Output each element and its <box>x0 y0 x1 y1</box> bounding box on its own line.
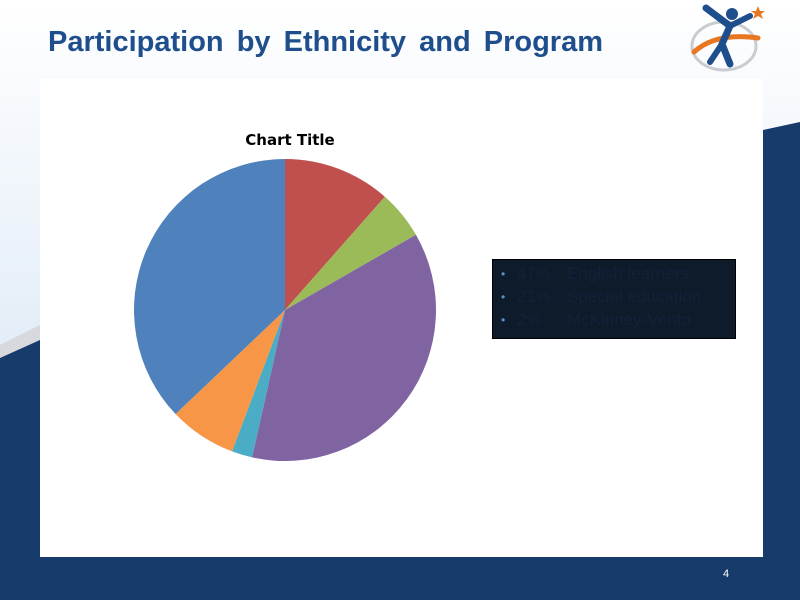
stats-list: • 47% English learners • 21% Special edu… <box>493 260 735 331</box>
slide-number: 4 <box>722 568 730 580</box>
stats-box: • 47% English learners • 21% Special edu… <box>492 259 736 339</box>
pie-slice-2 <box>285 196 416 310</box>
stats-item-special-education: • 21% Special education <box>501 285 735 308</box>
stats-percent: 47% <box>517 263 552 283</box>
pie-chart <box>133 159 437 461</box>
bullet-icon: • <box>501 266 506 281</box>
stats-item-english-learners: • 47% English learners <box>501 262 735 285</box>
runner-globe-star-icon <box>690 4 765 72</box>
bullet-icon: • <box>501 289 506 304</box>
pie-slice-5 <box>175 310 285 452</box>
stats-label: Special education <box>567 286 702 306</box>
bullet-icon: • <box>501 312 506 327</box>
pie-slice-1 <box>285 159 385 310</box>
chart-title: Chart Title <box>245 131 335 149</box>
stats-percent: 2% <box>517 309 542 329</box>
stats-label: English learners <box>567 263 689 283</box>
slide-title: Participation by Ethnicity and Program <box>48 26 603 58</box>
stats-label: McKinney-Vento <box>567 309 691 329</box>
pie-slice-4 <box>232 310 285 458</box>
pie-slice-3 <box>252 234 437 461</box>
stats-percent: 21% <box>517 286 552 306</box>
pie-slice-6 <box>133 159 285 415</box>
stats-item-mckinney-vento: • 2% McKinney-Vento <box>501 308 735 331</box>
